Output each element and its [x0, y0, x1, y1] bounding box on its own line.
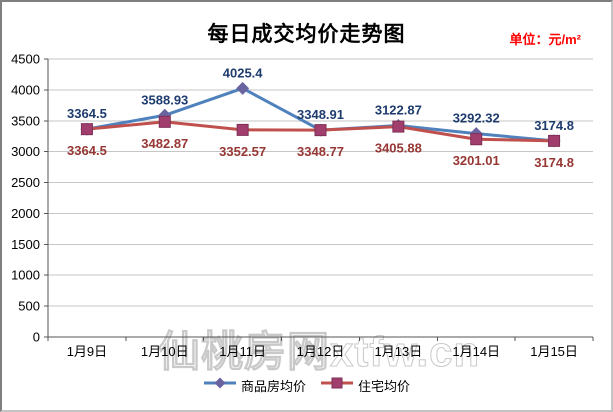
data-point-square [470, 133, 483, 146]
x-tick-label: 1月15日 [530, 344, 578, 359]
data-label: 3201.01 [453, 153, 500, 168]
unit-label: 单位：元/m² [509, 32, 581, 47]
legend-key-swatch [321, 377, 353, 389]
data-point-diamond [236, 81, 250, 95]
series-1 [80, 115, 561, 147]
x-tick-label: 1月13日 [375, 344, 423, 359]
legend: 商品房均价 住宅均价 [2, 376, 611, 395]
data-label: 3174.8 [534, 155, 574, 170]
chart-title: 每日成交均价走势图 [207, 23, 406, 46]
data-label: 3405.88 [375, 141, 422, 156]
data-label: 3588.93 [141, 92, 188, 107]
data-label: 3364.5 [67, 143, 107, 158]
data-label: 3122.87 [375, 103, 422, 118]
square-marker-icon [320, 376, 354, 395]
y-tick-label: 2500 [11, 175, 40, 190]
data-label: 3352.57 [219, 144, 266, 159]
legend-key-swatch [203, 377, 236, 389]
x-tick-label: 1月14日 [452, 344, 500, 359]
y-tick-label: 2000 [11, 206, 40, 221]
series-labels-1: 3364.5 3482.87 3352.57 3348.77 3405.88 3201.0… [67, 136, 574, 170]
x-tick-label: 1月12日 [297, 344, 345, 359]
y-tick-label: 4000 [11, 82, 40, 97]
series-labels-0: 3364.5 3588.93 4025.4 3348.91 3122.87 3292.32… [67, 65, 574, 133]
y-tick-label: 1500 [11, 237, 40, 252]
data-label: 4025.4 [223, 65, 264, 80]
diamond-marker-icon [203, 376, 237, 395]
x-tick-label: 1月10日 [141, 344, 189, 359]
legend-label: 住宅均价 [358, 379, 411, 394]
x-tick-label: 1月11日 [219, 344, 266, 359]
data-label: 3348.77 [297, 144, 344, 159]
legend-label: 商品房均价 [240, 379, 306, 394]
data-label: 3292.32 [453, 111, 500, 126]
data-point-square [236, 123, 249, 136]
data-point-square [158, 115, 171, 128]
y-tick-label: 3000 [11, 144, 40, 159]
y-tick-label: 500 [18, 299, 40, 314]
data-label: 3364.5 [67, 106, 107, 121]
y-tick-label: 3500 [11, 113, 40, 128]
x-tick-label: 1月9日 [67, 344, 107, 359]
data-label: 3348.91 [297, 107, 344, 122]
data-point-square [314, 124, 327, 137]
legend-item-residential: 住宅均价 [320, 376, 410, 395]
y-tick-label: 4500 [11, 52, 40, 67]
legend-item-commodity: 商品房均价 [203, 376, 306, 395]
gridlines [48, 58, 593, 307]
data-point-square [80, 123, 93, 136]
data-point-square [548, 134, 561, 147]
data-point-square [392, 120, 405, 133]
data-label: 3482.87 [141, 136, 188, 151]
axes [44, 58, 594, 341]
y-tick-label: 0 [33, 330, 40, 345]
data-label: 3174.8 [534, 118, 574, 133]
y-tick-label: 1000 [11, 268, 40, 283]
